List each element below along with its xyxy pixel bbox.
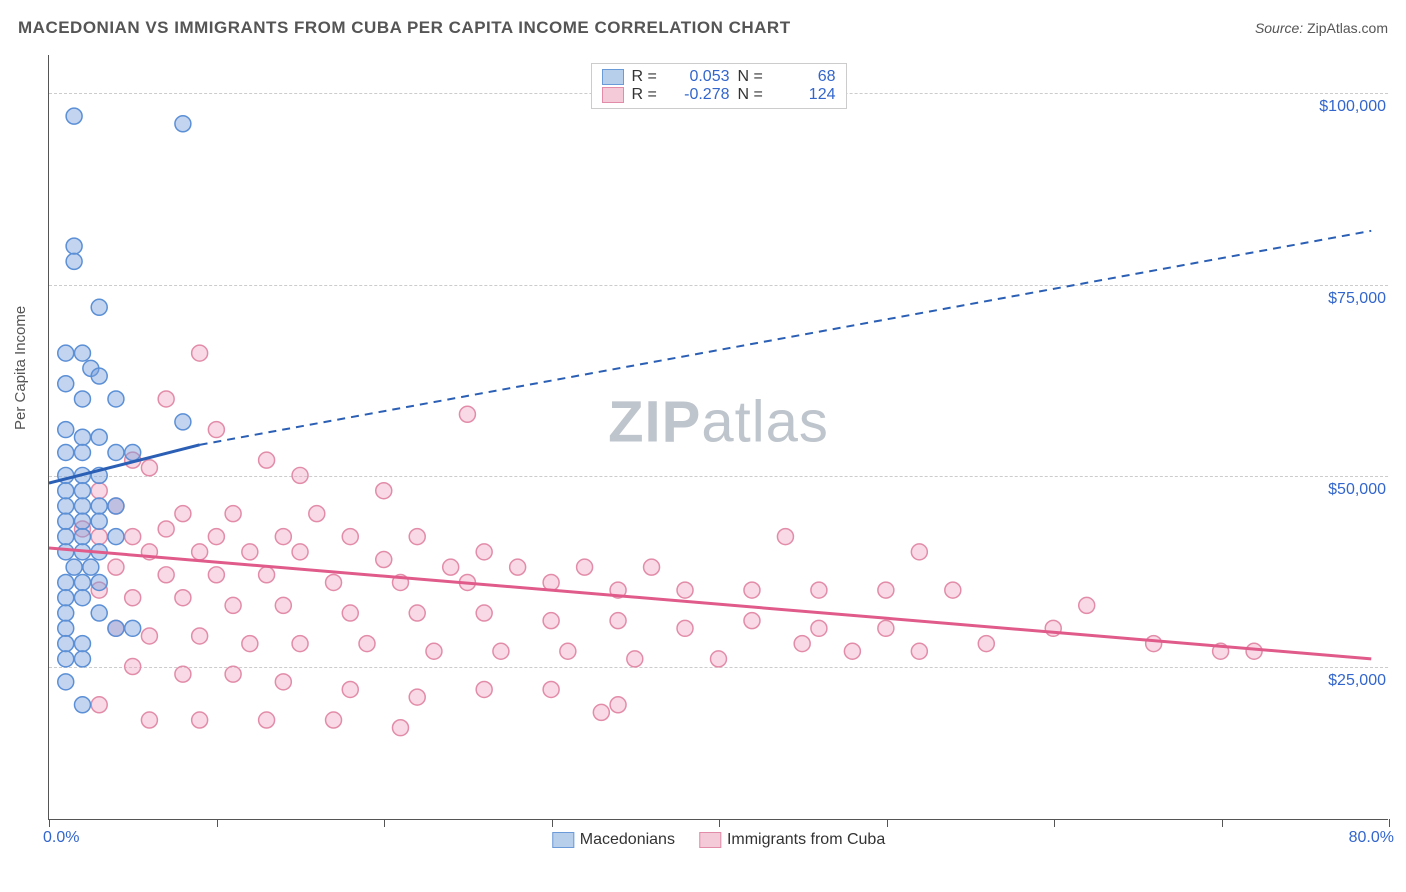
source-label: Source: [1255,20,1303,36]
swatch-series-1 [602,87,624,103]
legend-row-1: R = -0.278 N = 124 [602,86,836,104]
source-attribution: Source: ZipAtlas.com [1255,20,1388,36]
x-tick [217,819,218,827]
series-legend: Macedonians Immigrants from Cuba [552,831,885,849]
swatch-series-1-b [699,832,721,848]
scatter-plot [49,55,1388,819]
legend-row-0: R = 0.053 N = 68 [602,68,836,86]
source-value: ZipAtlas.com [1307,20,1388,36]
x-tick [1389,819,1390,827]
correlation-legend: R = 0.053 N = 68 R = -0.278 N = 124 [591,63,847,109]
n-value-1: 124 [776,86,836,104]
r-value-0: 0.053 [670,68,730,86]
x-tick [384,819,385,827]
x-tick [719,819,720,827]
r-label: R = [632,68,662,86]
n-label: N = [738,68,768,86]
legend-item-1: Immigrants from Cuba [699,831,885,849]
n-label: N = [738,86,768,104]
r-label: R = [632,86,662,104]
y-axis-label: Per Capita Income [12,306,29,430]
x-max-label: 80.0% [1349,829,1394,847]
chart-title: MACEDONIAN VS IMMIGRANTS FROM CUBA PER C… [18,18,791,38]
swatch-series-0 [602,69,624,85]
x-tick [552,819,553,827]
x-min-label: 0.0% [43,829,79,847]
x-tick [1222,819,1223,827]
swatch-series-0-b [552,832,574,848]
legend-label-1: Immigrants from Cuba [727,831,885,849]
x-tick [1054,819,1055,827]
x-tick [887,819,888,827]
x-tick [49,819,50,827]
chart-area: ZIPatlas R = 0.053 N = 68 R = -0.278 N =… [48,55,1388,820]
header: MACEDONIAN VS IMMIGRANTS FROM CUBA PER C… [18,18,1388,38]
r-value-1: -0.278 [670,86,730,104]
n-value-0: 68 [776,68,836,86]
legend-item-0: Macedonians [552,831,675,849]
legend-label-0: Macedonians [580,831,675,849]
